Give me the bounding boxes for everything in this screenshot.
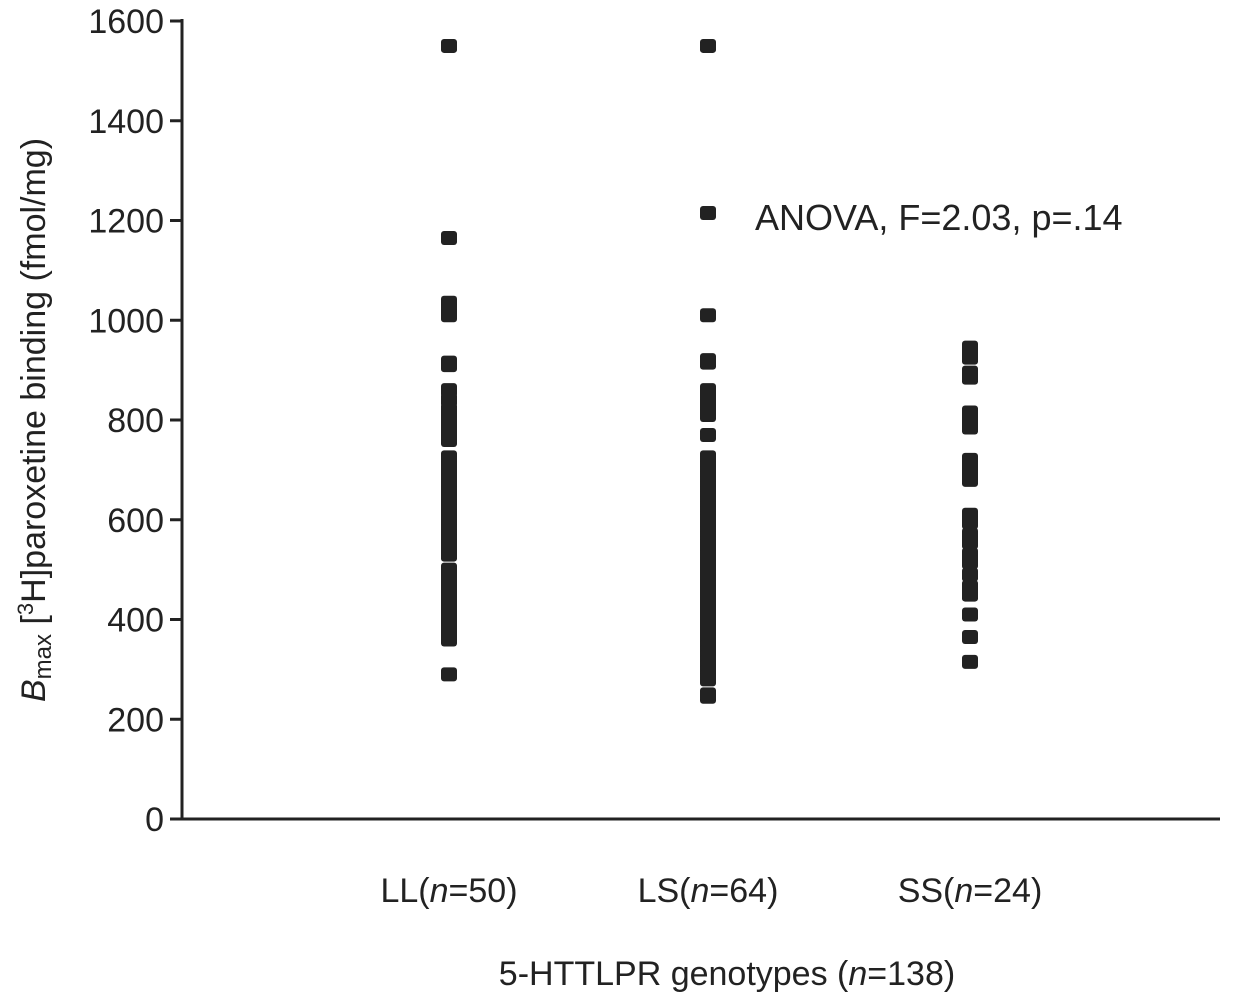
- x-category-labels: LL(n=50) LS(n=64) SS(n=24): [380, 872, 1042, 910]
- y-tick-label: 1200: [88, 203, 164, 241]
- data-point-ls: [700, 408, 716, 423]
- data-point-ls: [700, 537, 716, 552]
- data-point-ls: [700, 355, 716, 370]
- x-axis-title: 5-HTTLPR genotypes (n=138): [499, 955, 955, 993]
- y-axis-title: Bmax [3H]paroxetine binding (fmol/mg): [13, 138, 57, 702]
- data-point-ls: [700, 427, 716, 442]
- data-point-ll: [441, 358, 457, 373]
- data-point-ss: [962, 535, 978, 550]
- data-point-ss: [962, 587, 978, 602]
- category-label: SS(n=24): [898, 872, 1043, 910]
- data-point-ls: [700, 38, 716, 53]
- data-point-ls: [700, 308, 716, 323]
- data-point-ss: [962, 555, 978, 570]
- data-point-ls: [700, 687, 716, 702]
- data-point-ls: [700, 672, 716, 687]
- y-tick-label: 400: [107, 602, 164, 640]
- y-tick-label: 800: [107, 402, 164, 440]
- y-axis-title-suffix: H]paroxetine binding (fmol/mg): [15, 138, 53, 603]
- category-label: LL(n=50): [380, 872, 517, 910]
- anova-annotation: ANOVA, F=2.03, p=.14: [755, 197, 1123, 238]
- y-tick-label: 200: [107, 701, 164, 739]
- data-point-ss: [962, 472, 978, 487]
- data-point-ss: [962, 350, 978, 365]
- data-point-ll: [441, 432, 457, 447]
- x-axis-title-prefix: 5-HTTLPR genotypes (: [499, 955, 849, 993]
- data-point-ss: [962, 515, 978, 530]
- y-tick-label: 0: [145, 801, 164, 839]
- y-tick-label: 1400: [88, 103, 164, 141]
- data-points: [441, 38, 978, 704]
- y-axis-title-subscript: max: [30, 634, 57, 679]
- data-point-ss: [962, 567, 978, 582]
- data-point-ss: [962, 370, 978, 385]
- y-axis-ticks: 0 200 400 600 800 1000 1200 1400 1600: [88, 3, 182, 839]
- y-axis-title-superscript: 3: [13, 603, 38, 615]
- y-tick-label: 1000: [88, 302, 164, 340]
- data-point-ls: [700, 206, 716, 221]
- data-point-ll: [441, 632, 457, 647]
- data-point-ss: [962, 629, 978, 644]
- x-axis-title-suffix: =138): [867, 955, 955, 993]
- y-axis-title-mid: [: [15, 615, 53, 634]
- data-point-ll: [441, 230, 457, 245]
- data-point-ss: [962, 654, 978, 669]
- data-point-ls: [700, 512, 716, 527]
- y-tick-label: 1600: [88, 3, 164, 41]
- data-point-ll: [441, 308, 457, 323]
- data-point-ll: [441, 38, 457, 53]
- data-point-ll: [441, 667, 457, 682]
- data-point-ss: [962, 607, 978, 622]
- data-point-ll: [441, 547, 457, 562]
- y-axis-title-symbol: B: [15, 679, 53, 702]
- category-label: LS(n=64): [638, 872, 779, 910]
- y-tick-label: 600: [107, 502, 164, 540]
- data-point-ss: [962, 420, 978, 435]
- x-axis-title-n: n: [848, 955, 867, 993]
